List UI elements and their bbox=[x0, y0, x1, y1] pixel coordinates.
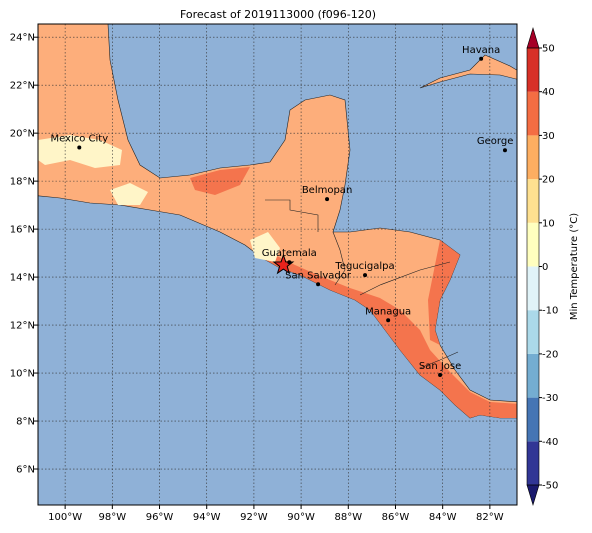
city-label: Belmopan bbox=[302, 185, 352, 196]
y-tick-label: 12°N bbox=[10, 321, 35, 332]
map-area: Mexico City Havana George Tov Belmopan Guate… bbox=[38, 24, 533, 505]
colorbar-bin bbox=[527, 353, 539, 398]
city-dot bbox=[502, 148, 507, 153]
colorbar-tick-label: 0 bbox=[542, 262, 548, 273]
cool-highland bbox=[110, 183, 148, 205]
colorbar-bin bbox=[527, 310, 539, 354]
city-label: San Jose bbox=[419, 361, 461, 372]
x-tick-label: 96°W bbox=[146, 512, 174, 523]
colorbar-label: Min Temperature (°C) bbox=[569, 213, 580, 320]
border bbox=[265, 199, 319, 232]
warm-coast bbox=[262, 255, 517, 418]
colorbar-tick-label: 30 bbox=[542, 131, 555, 142]
x-tick-label: 94°W bbox=[193, 512, 221, 523]
colorbar-over bbox=[526, 26, 540, 49]
colorbar-bin bbox=[527, 179, 539, 223]
colorbar-bin bbox=[527, 135, 539, 180]
city-dot bbox=[316, 282, 321, 287]
city-label: Havana bbox=[462, 45, 500, 56]
city-label: San Salvador bbox=[285, 270, 352, 281]
colorbar-tick-label: -30 bbox=[542, 393, 558, 404]
x-tick-label: 100°W bbox=[48, 512, 82, 523]
city-dot bbox=[287, 260, 292, 265]
colorbar-tick-label: 10 bbox=[542, 218, 555, 229]
colorbar-bin bbox=[527, 266, 539, 311]
x-tick-label: 90°W bbox=[287, 512, 315, 523]
y-tick-label: 8°N bbox=[16, 417, 35, 428]
border bbox=[359, 261, 451, 296]
x-tick-label: 86°W bbox=[382, 512, 410, 523]
cool-highland bbox=[38, 135, 122, 168]
map-frame bbox=[37, 23, 518, 506]
y-tick-label: 22°N bbox=[10, 81, 35, 92]
x-tick-label: 92°W bbox=[240, 512, 268, 523]
colorbar-tick-label: -20 bbox=[542, 349, 558, 360]
colorbar-under bbox=[526, 484, 540, 507]
y-tick-label: 6°N bbox=[16, 465, 35, 476]
city-label: Guatemala bbox=[262, 248, 317, 259]
colorbar-tick-label: 50 bbox=[542, 44, 555, 55]
colorbar-tick-label: 20 bbox=[542, 175, 555, 186]
city-label: George Tov bbox=[477, 136, 533, 147]
city-dot bbox=[479, 56, 484, 61]
map-title: Forecast of 2019113000 (f096-120) bbox=[180, 8, 376, 21]
y-tick-label: 10°N bbox=[10, 369, 35, 380]
warm-east bbox=[428, 240, 460, 345]
city-label: Managua bbox=[365, 306, 411, 317]
y-tick-label: 14°N bbox=[10, 273, 35, 284]
city-dot bbox=[77, 145, 82, 150]
colorbar-tick-label: -50 bbox=[542, 481, 558, 492]
colorbar-bin bbox=[527, 397, 539, 442]
colorbar-tick-label: 40 bbox=[542, 87, 555, 98]
colorbar-tick-label: -10 bbox=[542, 306, 558, 317]
border bbox=[419, 351, 459, 369]
city-dot bbox=[386, 318, 391, 323]
y-tick-label: 24°N bbox=[10, 33, 35, 44]
city-label: Mexico City bbox=[50, 134, 108, 145]
colorbar-tick-label: -40 bbox=[542, 437, 558, 448]
x-tick-label: 98°W bbox=[99, 512, 127, 523]
city-dot bbox=[438, 372, 443, 377]
colorbar-bin bbox=[527, 441, 539, 485]
cuba bbox=[419, 54, 517, 89]
city-dot bbox=[363, 273, 368, 278]
colorbar-bin bbox=[527, 91, 539, 136]
colorbar-bin bbox=[527, 48, 539, 92]
border bbox=[332, 231, 346, 286]
cool-highland bbox=[250, 232, 280, 262]
y-tick-label: 20°N bbox=[10, 129, 35, 140]
x-tick-label: 88°W bbox=[334, 512, 362, 523]
colorbar-bin bbox=[527, 222, 539, 267]
y-tick-label: 16°N bbox=[10, 225, 35, 236]
x-tick-label: 84°W bbox=[429, 512, 457, 523]
y-tick-label: 18°N bbox=[10, 177, 35, 188]
city-dot bbox=[325, 197, 330, 202]
city-label: Tegucigalpa bbox=[334, 261, 394, 272]
x-tick-label: 82°W bbox=[476, 512, 504, 523]
